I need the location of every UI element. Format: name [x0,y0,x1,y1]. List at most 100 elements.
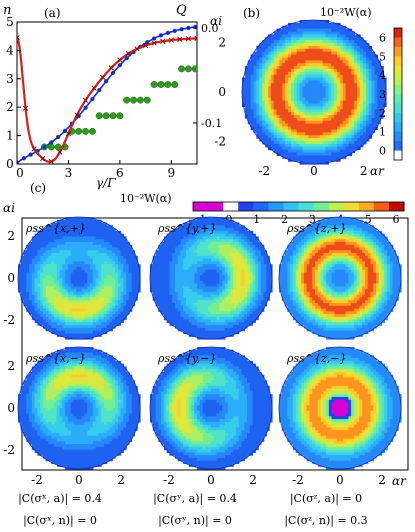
panel-b-colorbar-step [394,94,402,104]
panel-a-y-right-tick-label: -0.1 [201,117,222,130]
panel-b-colorbar-step [394,131,402,142]
q-point-blue [145,40,150,45]
n-marker-red [117,57,123,63]
panel-a-y-left-tick-label: 2 [6,100,14,114]
panel-c-y-tick-label: 0 [7,401,15,415]
n-marker-red [142,42,149,49]
panel-c-colorbar-step [358,202,375,211]
panel-a: 0 3 6 9 0 1 2 3 4 5 0.0 -0.1 (a) n Q γ/Γ [3,3,222,190]
panel-a-x-label: γ/Γ [96,176,116,190]
panel-c-x-tick-label: 0 [336,473,344,487]
q-point-blue [152,36,157,41]
panel-c-y-tick-label: 2 [7,359,15,373]
q-point-blue [49,140,54,145]
panel-c-subplot-label: ρss^{y,+} [157,222,216,235]
panel-c-colorbar-step [253,202,269,211]
panel-a-y-right-tick-label: 0.0 [201,22,219,35]
q-point-blue [28,152,33,157]
panel-a-x-tick-label: 6 [116,166,124,180]
panel-b-colorbar-tick-label: 1 [379,126,386,139]
panel-c-colorbar-tick-label: 3 [309,213,316,226]
panel-c-captions: |C(σˣ, a)| = 0.4 |C(σˣ, n)| = 0 |C(σʸ, a)|… [18,492,368,528]
q-point-blue [17,160,20,164]
panel-c-x-tick-label: -2 [31,473,43,487]
panel-c-y-tick-label: 0 [7,271,15,285]
panel-c-x-tick-label: -2 [292,473,304,487]
green-step-dot [191,65,197,73]
panel-b-colorbar-step [394,28,402,38]
panel-c-colorbar-step [238,202,254,211]
q-point-blue [104,79,109,84]
panel-c-colorbar-step [343,202,360,211]
panel-c-y-tick-label: -2 [3,313,15,327]
panel-b-colorbar-step [394,56,402,67]
q-point-blue [165,30,170,35]
panel-b-colorbar-step [394,150,402,161]
n-marker-red [74,112,80,118]
panel-b-colorbar-step [394,122,402,133]
panel-c-subplot-label: ρss^{z,−} [286,352,346,365]
green-step-dot [150,81,158,88]
q-point-blue [56,134,61,140]
panel-b-y-tick-label: 2 [218,35,226,49]
q-point-blue [158,33,164,38]
n-marker-red [108,65,114,71]
panel-a-y-left-tick-label: 0 [6,157,14,171]
green-step-dot [184,65,192,73]
panel-b-x-tick-label: -2 [258,164,270,178]
panel-b-colorbar-step [394,141,402,152]
panel-c-colorbar-step [298,202,315,211]
n-marker-red [185,36,192,42]
n-marker-red [17,35,20,41]
n-marker-red [31,146,37,152]
panel-c-disc-4-edge [149,346,273,470]
panel-c-caption-line1: |C(σᶻ, a)| = 0 [290,492,362,506]
panel-c-x-label: αr [392,474,407,488]
n-curve-red [17,37,197,163]
panel-c-sublabels: ρss^{x,+} ρss^{y,+} ρss^{z,+} ρss^{x,−} ρss^… [25,222,346,365]
n-marker-red [57,149,63,155]
panel-a-plot [17,24,197,164]
panel-c-x-tick-label: 0 [207,473,215,487]
panel-b-wigner-disc [241,19,387,165]
panel-a-x-tick-label: 0 [16,166,24,180]
panel-c-label: (c) [30,181,46,195]
q-point-blue [172,28,177,33]
panel-b-colorbar-step [394,84,402,95]
n-marker-red [168,37,174,43]
panel-c-colorbar-step [328,202,345,211]
n-marker-red [194,35,197,42]
panel-c-caption-line2: |C(σᶻ, n)| = 0.3 [284,514,367,528]
q-point-blue [42,144,47,150]
panel-c-disc-3 [17,346,141,470]
green-step-series [40,65,197,151]
n-marker-red [40,155,46,162]
green-step-dot [136,96,144,104]
panel-c-y-label: αi [3,201,15,215]
panel-b-colorbar-step [394,103,402,114]
panel-a-y-left-tick-label: 5 [6,15,14,29]
panel-b-colorbar-tick-label: 5 [379,50,386,63]
green-step-dot [75,127,83,135]
n-marker-red [125,51,132,57]
panel-c-colorbar-tick-label: 1 [253,213,260,226]
panel-c-disc-0-edge [17,216,141,340]
panel-b-colorbar-tick-label: 3 [379,88,386,101]
panel-b-disc [241,19,387,165]
panel-b-x-label: αr [370,164,385,178]
panel-b-colorbar-step [394,37,402,48]
panel-b-colorbar-frame [393,27,403,161]
panel-c-disc-5 [278,346,402,470]
green-step-dot [123,96,131,104]
panel-a-ticks: 0 3 6 9 0 1 2 3 4 5 0.0 -0.1 [6,15,222,180]
green-step-dot [116,112,124,120]
n-marker-red [100,74,106,81]
panel-c: (c) 10⁻²W(α) -10123456 ρss^{x,+}ρss^{y,+… [3,181,409,528]
panel-c-subplot-label: ρss^{x,+} [25,222,86,235]
panel-b-y-tick-label: 0 [218,85,226,99]
panel-b-ticks: -2 0 2 2 0 -2 [214,35,367,178]
green-step-dot [82,127,90,135]
q-point-blue [179,27,184,32]
panel-b-colorbar-tick-label: 0 [379,145,386,158]
